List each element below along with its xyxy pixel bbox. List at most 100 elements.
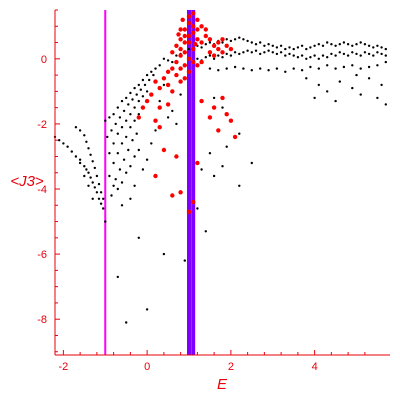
data-point	[376, 64, 379, 67]
data-point	[125, 96, 128, 100]
data-point	[178, 190, 183, 195]
data-point	[99, 202, 103, 205]
data-point	[74, 155, 78, 158]
data-point	[288, 52, 291, 56]
data-point	[342, 65, 346, 69]
data-point	[137, 99, 140, 103]
data-point	[221, 56, 224, 59]
data-point	[133, 86, 136, 90]
data-point	[97, 197, 101, 200]
data-point	[150, 70, 153, 74]
data-point	[157, 125, 162, 130]
data-point	[182, 76, 187, 81]
data-point	[305, 77, 308, 80]
data-point	[83, 165, 86, 168]
data-point	[384, 47, 387, 51]
data-point	[199, 40, 204, 45]
data-point	[125, 119, 128, 122]
data-point	[242, 38, 245, 41]
data-point	[136, 115, 141, 120]
data-point	[87, 147, 90, 150]
data-point	[228, 118, 234, 123]
data-point	[125, 171, 128, 174]
data-point	[317, 67, 320, 70]
data-point	[195, 160, 200, 166]
data-point	[87, 171, 90, 174]
data-point	[186, 69, 192, 75]
data-point	[296, 56, 300, 59]
data-point	[220, 95, 225, 101]
data-point	[317, 43, 320, 46]
data-point	[186, 14, 192, 19]
data-point	[376, 96, 379, 100]
data-point	[83, 174, 86, 178]
data-point	[238, 52, 241, 56]
data-point	[133, 184, 136, 187]
data-point	[279, 44, 283, 47]
data-point	[288, 46, 291, 49]
data-point	[87, 184, 90, 187]
data-point	[175, 122, 178, 126]
data-point	[112, 142, 115, 145]
data-point	[108, 152, 111, 155]
data-point	[246, 39, 249, 43]
data-point	[300, 44, 304, 47]
data-point	[112, 184, 115, 187]
data-point	[305, 57, 308, 60]
data-point	[95, 191, 99, 194]
y-tick-labels: 0 -2 -4 -6 -8	[37, 54, 47, 326]
data-point	[162, 83, 166, 87]
data-point	[120, 126, 124, 129]
data-point	[271, 44, 274, 47]
black-series	[53, 36, 387, 324]
data-point	[187, 47, 191, 51]
data-point	[153, 173, 158, 179]
data-point	[137, 148, 140, 152]
data-point	[161, 147, 167, 153]
data-point	[326, 56, 329, 59]
data-point	[108, 116, 111, 119]
data-point	[114, 122, 117, 126]
data-point	[183, 259, 186, 262]
data-point	[143, 83, 147, 87]
data-point	[238, 36, 241, 39]
data-point	[384, 60, 387, 64]
data-point	[158, 64, 161, 67]
data-point	[292, 67, 295, 70]
data-point	[267, 49, 270, 52]
data-point	[191, 11, 196, 16]
vertical-lines	[104, 10, 196, 355]
data-point	[178, 27, 183, 32]
data-point	[191, 46, 196, 52]
data-point	[275, 67, 279, 70]
y-tick-label: -6	[37, 249, 47, 261]
data-point	[133, 119, 136, 122]
data-point	[179, 93, 182, 96]
data-point	[85, 140, 88, 143]
data-point	[259, 41, 262, 44]
data-point	[309, 46, 312, 49]
data-point	[212, 57, 216, 60]
data-point	[221, 41, 224, 44]
data-point	[104, 119, 107, 122]
x-axis-title: E	[217, 376, 228, 393]
axes	[54, 9, 390, 356]
data-point	[250, 69, 253, 72]
data-point	[284, 70, 287, 74]
data-point	[97, 182, 101, 186]
data-point	[186, 33, 192, 39]
data-point	[259, 67, 262, 70]
data-point	[334, 44, 337, 47]
data-point	[351, 44, 354, 47]
data-point	[129, 197, 132, 200]
y-axis-title: <J3>	[10, 173, 44, 190]
data-point	[129, 91, 132, 95]
data-point	[242, 67, 245, 70]
data-point	[217, 69, 220, 72]
data-point	[359, 93, 362, 96]
data-point	[199, 98, 204, 104]
data-point	[359, 41, 362, 44]
data-point	[305, 47, 308, 51]
data-point	[250, 41, 253, 44]
